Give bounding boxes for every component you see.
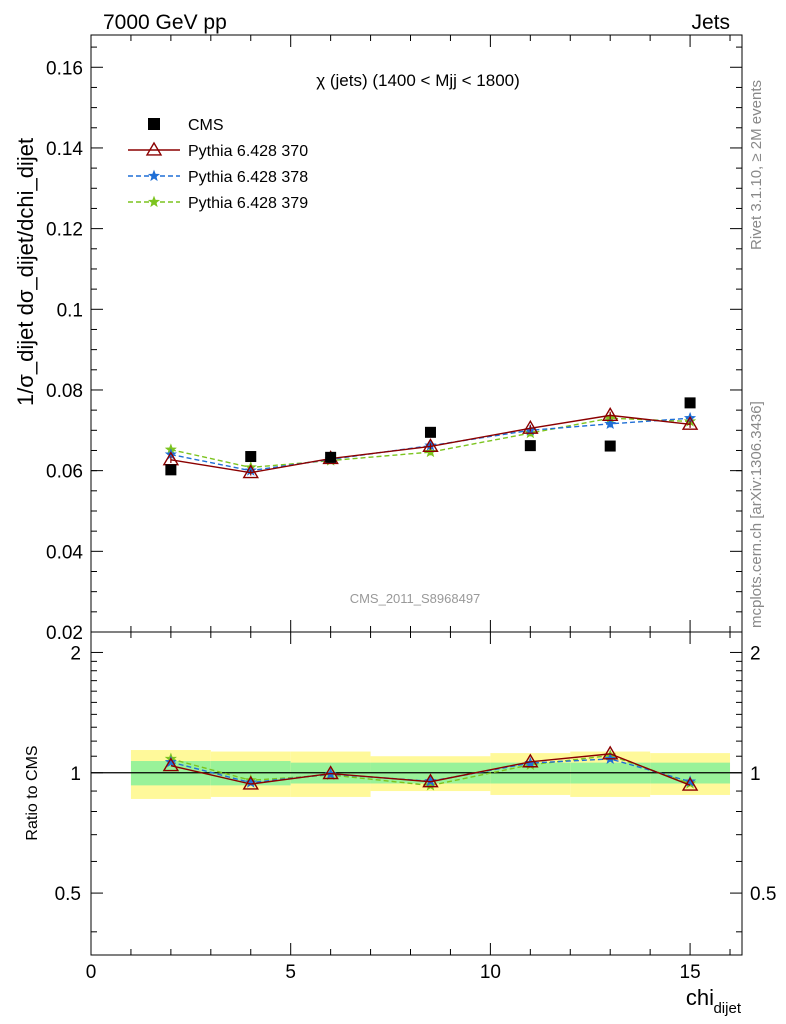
data-point	[604, 440, 616, 452]
series-0-ratio-point	[422, 773, 439, 788]
series-1-ratio-point	[244, 776, 257, 788]
data-point	[424, 426, 436, 438]
series-0-ratio-point	[322, 765, 339, 780]
legend-label-1: Pythia 6.428 378	[188, 169, 308, 186]
y-tick-label: 0.16	[46, 58, 83, 79]
ratio-frame	[90, 631, 743, 956]
series-0-point	[681, 415, 699, 430]
header-right: Jets	[691, 11, 730, 34]
x-axis-label-text: chi	[686, 985, 714, 1010]
series-1-point	[604, 417, 617, 429]
data-point	[524, 440, 536, 452]
data-point	[245, 451, 257, 463]
data-point	[684, 397, 696, 409]
series-1-ratio-point	[424, 774, 437, 787]
legend-marker-data	[148, 118, 160, 130]
header-left: 7000 GeV pp	[103, 11, 227, 34]
series-0-point	[422, 438, 439, 453]
main-panel: 0.02 0.04 0.06 0.08 0.1 0.12 0.14 0.16 χ (jets)…	[46, 34, 743, 644]
legend-marker-2	[147, 195, 161, 208]
data-point	[165, 464, 177, 476]
series-1-ratio-point	[683, 775, 697, 787]
series-0-ratio-point	[681, 776, 699, 791]
series-0-point	[242, 464, 259, 479]
x-tick-label: 5	[285, 962, 296, 983]
series-0-ratio-point	[522, 753, 539, 768]
y-axis-label: 1/σ_dijet dσ_dijet/dchi_dijet	[13, 138, 38, 406]
series-0-ratio-point	[162, 757, 180, 772]
rivet-label: Rivet 3.1.10, ≥ 2M events	[748, 80, 765, 250]
x-axis-label-sub: dijet	[713, 1000, 741, 1017]
x-axis-label: chi dijet	[686, 985, 742, 1017]
y-tick-label: 0.14	[46, 139, 83, 160]
ratio-tick-label-right: 1	[750, 764, 761, 785]
legend-label-0: Pythia 6.428 370	[188, 143, 308, 160]
y-tick-label: 0.1	[57, 300, 83, 321]
series-0-point	[601, 407, 619, 421]
y-tick-label: 0.08	[46, 381, 83, 402]
legend-label-2: Pythia 6.428 379	[188, 195, 308, 212]
legend-marker-1	[147, 169, 161, 182]
ratio-tick-label-right: 2	[750, 643, 761, 664]
series-0-point	[522, 419, 539, 434]
series-0-ratio-point	[242, 775, 259, 790]
y-tick-label: 0.04	[46, 542, 83, 563]
series-0-ratio-line	[170, 753, 691, 786]
x-tick-label: 10	[480, 962, 501, 983]
analysis-label: CMS_2011_S8968497	[350, 591, 481, 606]
legend: CMS Pythia 6.428 370 Pythia 6.428 378 Pythi…	[128, 117, 308, 212]
y-tick-label: 0.12	[46, 220, 83, 241]
series-2-ratio-point	[424, 779, 437, 791]
ratio-tick-label: 2	[70, 643, 81, 664]
ratio-tick-label: 1	[70, 764, 81, 785]
mcplots-label: mcplots.cern.ch [arXiv:1306.3436]	[748, 401, 765, 628]
x-tick-label: 15	[680, 962, 701, 983]
y-axis-label-text: 1/σ_dijet dσ_dijet/dchi_dijet	[13, 138, 38, 406]
y-tick-label: 0.02	[46, 623, 83, 644]
ratio-tick-label: 0.5	[55, 884, 81, 905]
ratio-panel: 0.5 0.5 1 1 2 2	[55, 631, 776, 956]
data-point	[325, 451, 337, 463]
ratio-tick-label-right: 0.5	[750, 884, 776, 905]
legend-marker-0	[145, 141, 163, 156]
legend-label-data: CMS	[188, 117, 224, 134]
chart-title: χ (jets) (1400 < Mjj < 1800)	[316, 71, 520, 90]
x-tick-label: 0	[86, 962, 97, 983]
y-tick-label: 0.06	[46, 462, 83, 483]
series-0-ratio-point	[601, 745, 619, 760]
series-1-ratio-point	[164, 755, 177, 768]
ratio-axis-label: Ratio to CMS	[24, 745, 41, 840]
